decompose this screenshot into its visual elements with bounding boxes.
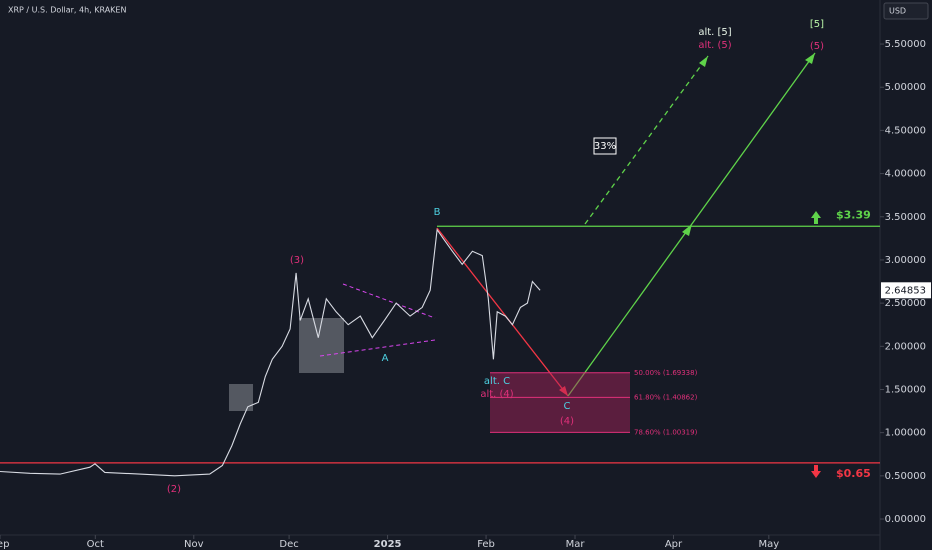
y-tick-label: 3.50000 bbox=[885, 212, 926, 223]
wave-label: (5) bbox=[810, 41, 824, 52]
fib-label: 61.80% (1.40862) bbox=[634, 393, 698, 401]
currency: USD bbox=[889, 7, 906, 16]
y-tick-label: 1.50000 bbox=[885, 384, 926, 395]
triangle-line bbox=[319, 339, 436, 357]
y-tick-label: 2.50000 bbox=[885, 298, 926, 309]
wave-label: (4) bbox=[560, 416, 574, 427]
y-tick-label: 3.00000 bbox=[885, 255, 926, 266]
x-tick-label: Nov bbox=[184, 539, 204, 550]
y-tick-label: 5.50000 bbox=[885, 39, 926, 50]
y-tick-label: 4.50000 bbox=[885, 125, 926, 136]
gap-box bbox=[229, 384, 253, 411]
x-tick-label: Sep bbox=[0, 539, 9, 550]
gap-box bbox=[299, 318, 344, 373]
y-tick-label: 4.00000 bbox=[885, 169, 926, 180]
wave-label: alt. C bbox=[484, 376, 510, 387]
wave-label: C bbox=[564, 401, 571, 412]
wave-label: A bbox=[382, 353, 389, 364]
fib-zone bbox=[490, 372, 630, 433]
y-tick-label: 0.00000 bbox=[885, 514, 926, 525]
level-label: $3.39 bbox=[836, 208, 871, 221]
y-tick-label: 5.00000 bbox=[885, 82, 926, 93]
projection-arrow bbox=[436, 227, 569, 397]
last-price-tag bbox=[881, 282, 931, 299]
wave-label: (3) bbox=[290, 255, 304, 266]
arrow-head bbox=[805, 53, 815, 64]
x-tick-label: Apr bbox=[665, 539, 683, 550]
x-tick-label: Feb bbox=[477, 539, 495, 550]
wave-label: B bbox=[434, 207, 441, 218]
arrow-head bbox=[699, 56, 708, 67]
last-price-label: 2.64853 bbox=[885, 285, 926, 296]
wave-label: alt. [5] bbox=[698, 27, 731, 38]
annotation-box bbox=[593, 137, 617, 155]
y-tick-label: 1.00000 bbox=[885, 428, 926, 439]
y-tick-label: 0.50000 bbox=[885, 471, 926, 482]
x-tick-label: May bbox=[758, 539, 779, 550]
arrow-head bbox=[682, 224, 692, 236]
y-tick-label: 2.00000 bbox=[885, 341, 926, 352]
wave-label: [5] bbox=[810, 19, 824, 30]
x-tick-label: Dec bbox=[279, 539, 298, 550]
wave-label: (2) bbox=[167, 484, 181, 495]
x-tick-label: Mar bbox=[566, 539, 586, 550]
x-tick-label: 2025 bbox=[374, 539, 402, 550]
price-axis bbox=[880, 0, 932, 550]
projection-arrow-dashed bbox=[584, 55, 709, 225]
currency-box bbox=[883, 2, 929, 20]
price-line bbox=[0, 228, 541, 477]
level-label: $0.65 bbox=[836, 467, 871, 480]
fib-label: 78.60% (1.00319) bbox=[634, 428, 698, 436]
down-icon bbox=[811, 465, 821, 478]
up-icon bbox=[811, 211, 821, 224]
wave-label: alt. (4) bbox=[480, 389, 513, 400]
wave-label: 33% bbox=[594, 141, 616, 152]
arrow-head bbox=[559, 386, 568, 396]
fib-label: 50.00% (1.69338) bbox=[634, 369, 698, 377]
x-tick-label: Oct bbox=[87, 539, 104, 550]
chart-title: XRP / U.S. Dollar, 4h, KRAKEN bbox=[8, 6, 126, 15]
triangle-line bbox=[342, 283, 436, 319]
wave-label: alt. (5) bbox=[698, 40, 731, 51]
